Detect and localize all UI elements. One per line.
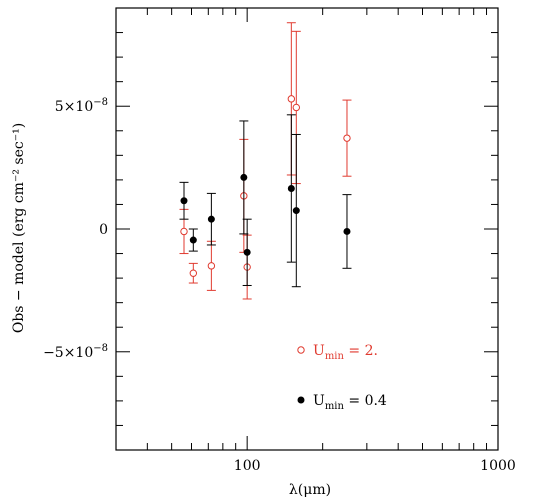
- y-tick-label: 0: [99, 222, 108, 238]
- legend-label: Umin = 2.: [313, 343, 378, 362]
- data-point: [343, 227, 351, 235]
- data-point: [343, 134, 351, 142]
- data-point: [292, 207, 300, 215]
- data-point: [287, 184, 295, 192]
- data-point: [189, 236, 197, 244]
- plot-frame: [115, 7, 499, 451]
- data-point: [180, 197, 188, 205]
- data-point: [287, 95, 296, 103]
- data-points-group: [179, 22, 352, 300]
- y-tick-label: 5×10−8: [55, 97, 108, 115]
- data-point: [189, 269, 198, 277]
- x-tick-label: 1000: [480, 458, 516, 474]
- x-tick-label: 100: [234, 458, 261, 474]
- x-axis-label: λ(μm): [289, 482, 331, 498]
- ticks-group: 100 1000 5×10−8 0 −5×10−8: [43, 8, 516, 474]
- data-point: [240, 173, 248, 181]
- legend-marker: [297, 346, 305, 354]
- legend-marker: [297, 396, 305, 404]
- y-tick-label: −5×10−8: [43, 343, 108, 361]
- legend: Umin = 2. Umin = 0.4: [297, 343, 387, 412]
- series-2: [179, 114, 352, 288]
- data-point: [180, 227, 188, 236]
- y-axis-label: Obs − model (erg cm⁻² sec⁻¹): [11, 123, 27, 333]
- data-point: [292, 103, 300, 112]
- data-point: [207, 262, 216, 270]
- plot-frame-group: [115, 7, 499, 451]
- series-1: [179, 22, 352, 300]
- data-point: [243, 248, 251, 256]
- data-point: [207, 215, 215, 223]
- legend-label: Umin = 0.4: [313, 393, 387, 412]
